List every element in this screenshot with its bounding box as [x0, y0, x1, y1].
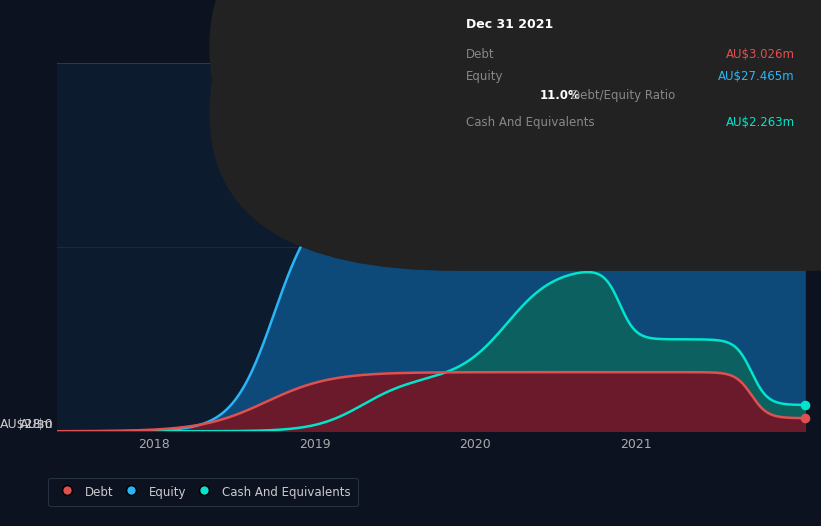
Text: AU$27.465m: AU$27.465m: [718, 70, 795, 83]
Text: Equity: Equity: [466, 70, 503, 83]
Text: AU$0: AU$0: [20, 418, 53, 431]
Text: AU$28m: AU$28m: [0, 418, 53, 431]
Text: AU$2.263m: AU$2.263m: [726, 116, 795, 129]
Text: Cash And Equivalents: Cash And Equivalents: [466, 116, 594, 129]
Text: Dec 31 2021: Dec 31 2021: [466, 18, 553, 31]
Point: [798, 72, 811, 80]
Point: [798, 401, 811, 409]
Point: [798, 414, 811, 422]
Text: 11.0%: 11.0%: [539, 89, 580, 102]
Text: Debt/Equity Ratio: Debt/Equity Ratio: [571, 89, 675, 102]
Legend: Debt, Equity, Cash And Equivalents: Debt, Equity, Cash And Equivalents: [48, 478, 358, 507]
Text: Debt: Debt: [466, 48, 494, 61]
Text: AU$3.026m: AU$3.026m: [726, 48, 795, 61]
